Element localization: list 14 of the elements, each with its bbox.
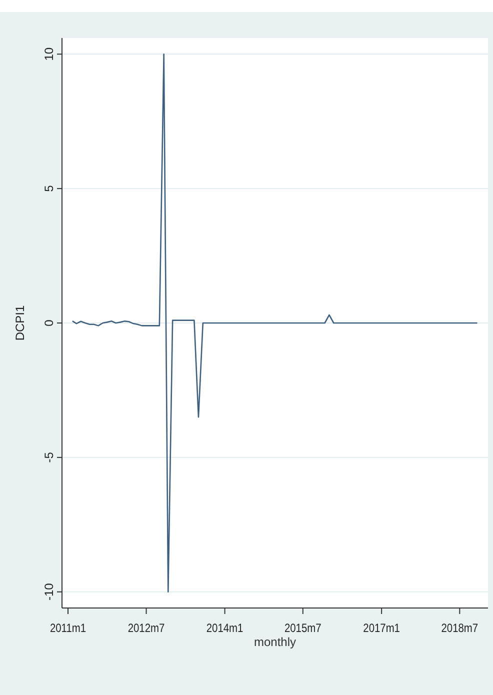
y-tick-label: -10 [42,582,56,601]
x-tick-label: 2018m7 [441,622,478,636]
y-tick-label: 10 [42,47,56,61]
x-tick-label: 2011m1 [50,622,86,636]
x-tick-label: 2017m1 [363,622,400,636]
line-series [72,53,478,593]
x-tick-label: 2014m1 [206,622,244,636]
y-tick-label: -5 [42,452,56,463]
y-tick-label: 5 [42,184,56,192]
x-tick-label: 2015m7 [284,622,322,636]
x-tick-label: 2012m7 [128,622,165,636]
x-axis-title: monthly [254,635,296,649]
y-tick-label: 0 [42,319,56,326]
y-axis-title: DCPI1 [13,305,27,341]
